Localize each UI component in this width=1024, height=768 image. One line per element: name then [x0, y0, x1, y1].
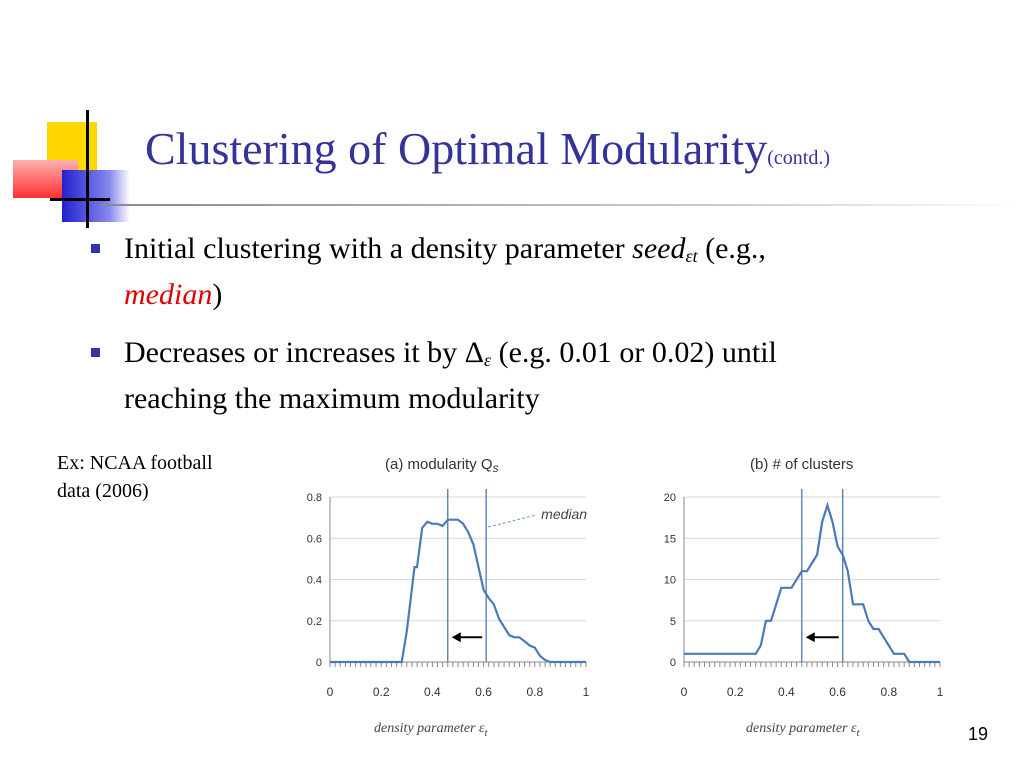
chart-a-median-pointer [488, 514, 537, 528]
bullet-2-line-1: Decreases or increases it by Δε (e.g. 0.… [124, 330, 777, 383]
bullet-1-median: median [124, 278, 213, 311]
chart-a-ytick-label: 0.6 [307, 533, 322, 545]
chart-a-title: (a) modularity Qs [385, 456, 499, 475]
chart-a-axes [329, 497, 587, 667]
chart-a-xlabel: density parameter εt [374, 721, 489, 739]
chart-a-xticks: 0 0.2 0.4 0.6 0.8 1 [327, 685, 590, 699]
chart-b-xtick-label: 0 [681, 685, 688, 699]
chart-a-xtick-label: 0 [327, 685, 334, 699]
chart-b-title: (b) # of clusters [750, 456, 853, 473]
chart-a-xtick-label: 0.6 [475, 685, 492, 699]
logo-vertical-line [86, 110, 89, 228]
chart-modularity: (a) modularity Qs 00.20.40.60.8 0 0.2 0.4 0… [307, 456, 590, 739]
bullet-1-eg: (e.g., [697, 232, 766, 265]
bullet-1-close: ) [212, 278, 223, 311]
chart-b-ytick-label: 20 [664, 492, 676, 504]
chart-a-yticks: 0 0.2 0.4 0.6 0.8 [307, 492, 322, 669]
chart-b-ytick-label: 15 [664, 533, 676, 545]
example-label-line-1: Ex: NCAA football [57, 452, 213, 474]
chart-a-ytick-label: 0.8 [307, 492, 322, 504]
title-sub: (contd.) [767, 147, 830, 169]
chart-a-ytick-label: 0.2 [307, 616, 322, 628]
bullet-1-seed-subscript: εt [685, 246, 698, 266]
bullet-2-delta-subscript: ε [483, 350, 492, 370]
chart-a-median-annotation: median [541, 506, 587, 522]
bullet-marker-1 [91, 244, 100, 253]
chart-a-xtick-label: 1 [583, 685, 590, 699]
chart-b-xtick-label: 0.8 [880, 685, 897, 699]
chart-b-xtick-label: 0.2 [727, 685, 744, 699]
chart-a-xtick-label: 0.8 [526, 685, 543, 699]
chart-a-series-line [330, 518, 586, 664]
chart-a-arrow [451, 632, 483, 643]
chart-b-arrow [805, 632, 839, 643]
bullet-2-line-2: reaching the maximum modularity [124, 382, 540, 415]
bullet-2-text: Decreases or increases it by Δ [124, 336, 484, 369]
chart-a-vlines [447, 489, 487, 662]
chart-a-arrow-head [451, 632, 461, 643]
bullet-1-line-2: median) [124, 272, 222, 318]
bullet-1-seed: seed [632, 232, 686, 265]
chart-b-yticks: 0 5 10 15 20 [664, 492, 676, 669]
example-label-line-2: data (2006) [57, 480, 149, 502]
chart-a-xtick-label: 0.4 [424, 685, 441, 699]
title-main: Clustering of Optimal Modularity [145, 123, 768, 174]
chart-a-ytick-label: 0.4 [307, 575, 322, 587]
logo-horizontal-line [50, 198, 110, 201]
chart-b-ytick-label: 0 [670, 657, 676, 669]
bullet-2-eg: (e.g. 0.01 or 0.02) until [491, 336, 777, 369]
chart-clusters: (b) # of clusters 0 5 10 15 20 0 0.2 0.4 0.6 0.8… [664, 456, 944, 739]
chart-b-ytick-label: 5 [670, 616, 676, 628]
chart-a-ytick-label: 0 [316, 657, 322, 669]
chart-b-xtick-label: 1 [937, 685, 944, 699]
title-divider [103, 204, 1024, 206]
slide-title: Clustering of Optimal Modularity(contd.) [145, 122, 830, 175]
chart-b-series-line [684, 501, 940, 664]
chart-b-xlabel: density parameter εt [746, 721, 861, 739]
example-label: Ex: NCAA football data (2006) [57, 449, 213, 505]
bullet-1-text: Initial clustering with a density parame… [124, 232, 633, 265]
chart-b-arrow-head [805, 632, 815, 643]
bullet-marker-2 [91, 348, 100, 357]
logo-blue-square [62, 170, 130, 222]
chart-b-xtick-label: 0.4 [778, 685, 795, 699]
chart-b-ytick-label: 10 [664, 575, 676, 587]
chart-b-axes [683, 497, 941, 667]
chart-b-xtick-label: 0.6 [829, 685, 846, 699]
chart-b-vlines [801, 489, 844, 662]
chart-a-xtick-label: 0.2 [373, 685, 390, 699]
bullet-1-line-1: Initial clustering with a density parame… [124, 226, 766, 279]
page-number: 19 [968, 724, 989, 744]
chart-b-xticks: 0 0.2 0.4 0.6 0.8 1 [681, 685, 944, 699]
